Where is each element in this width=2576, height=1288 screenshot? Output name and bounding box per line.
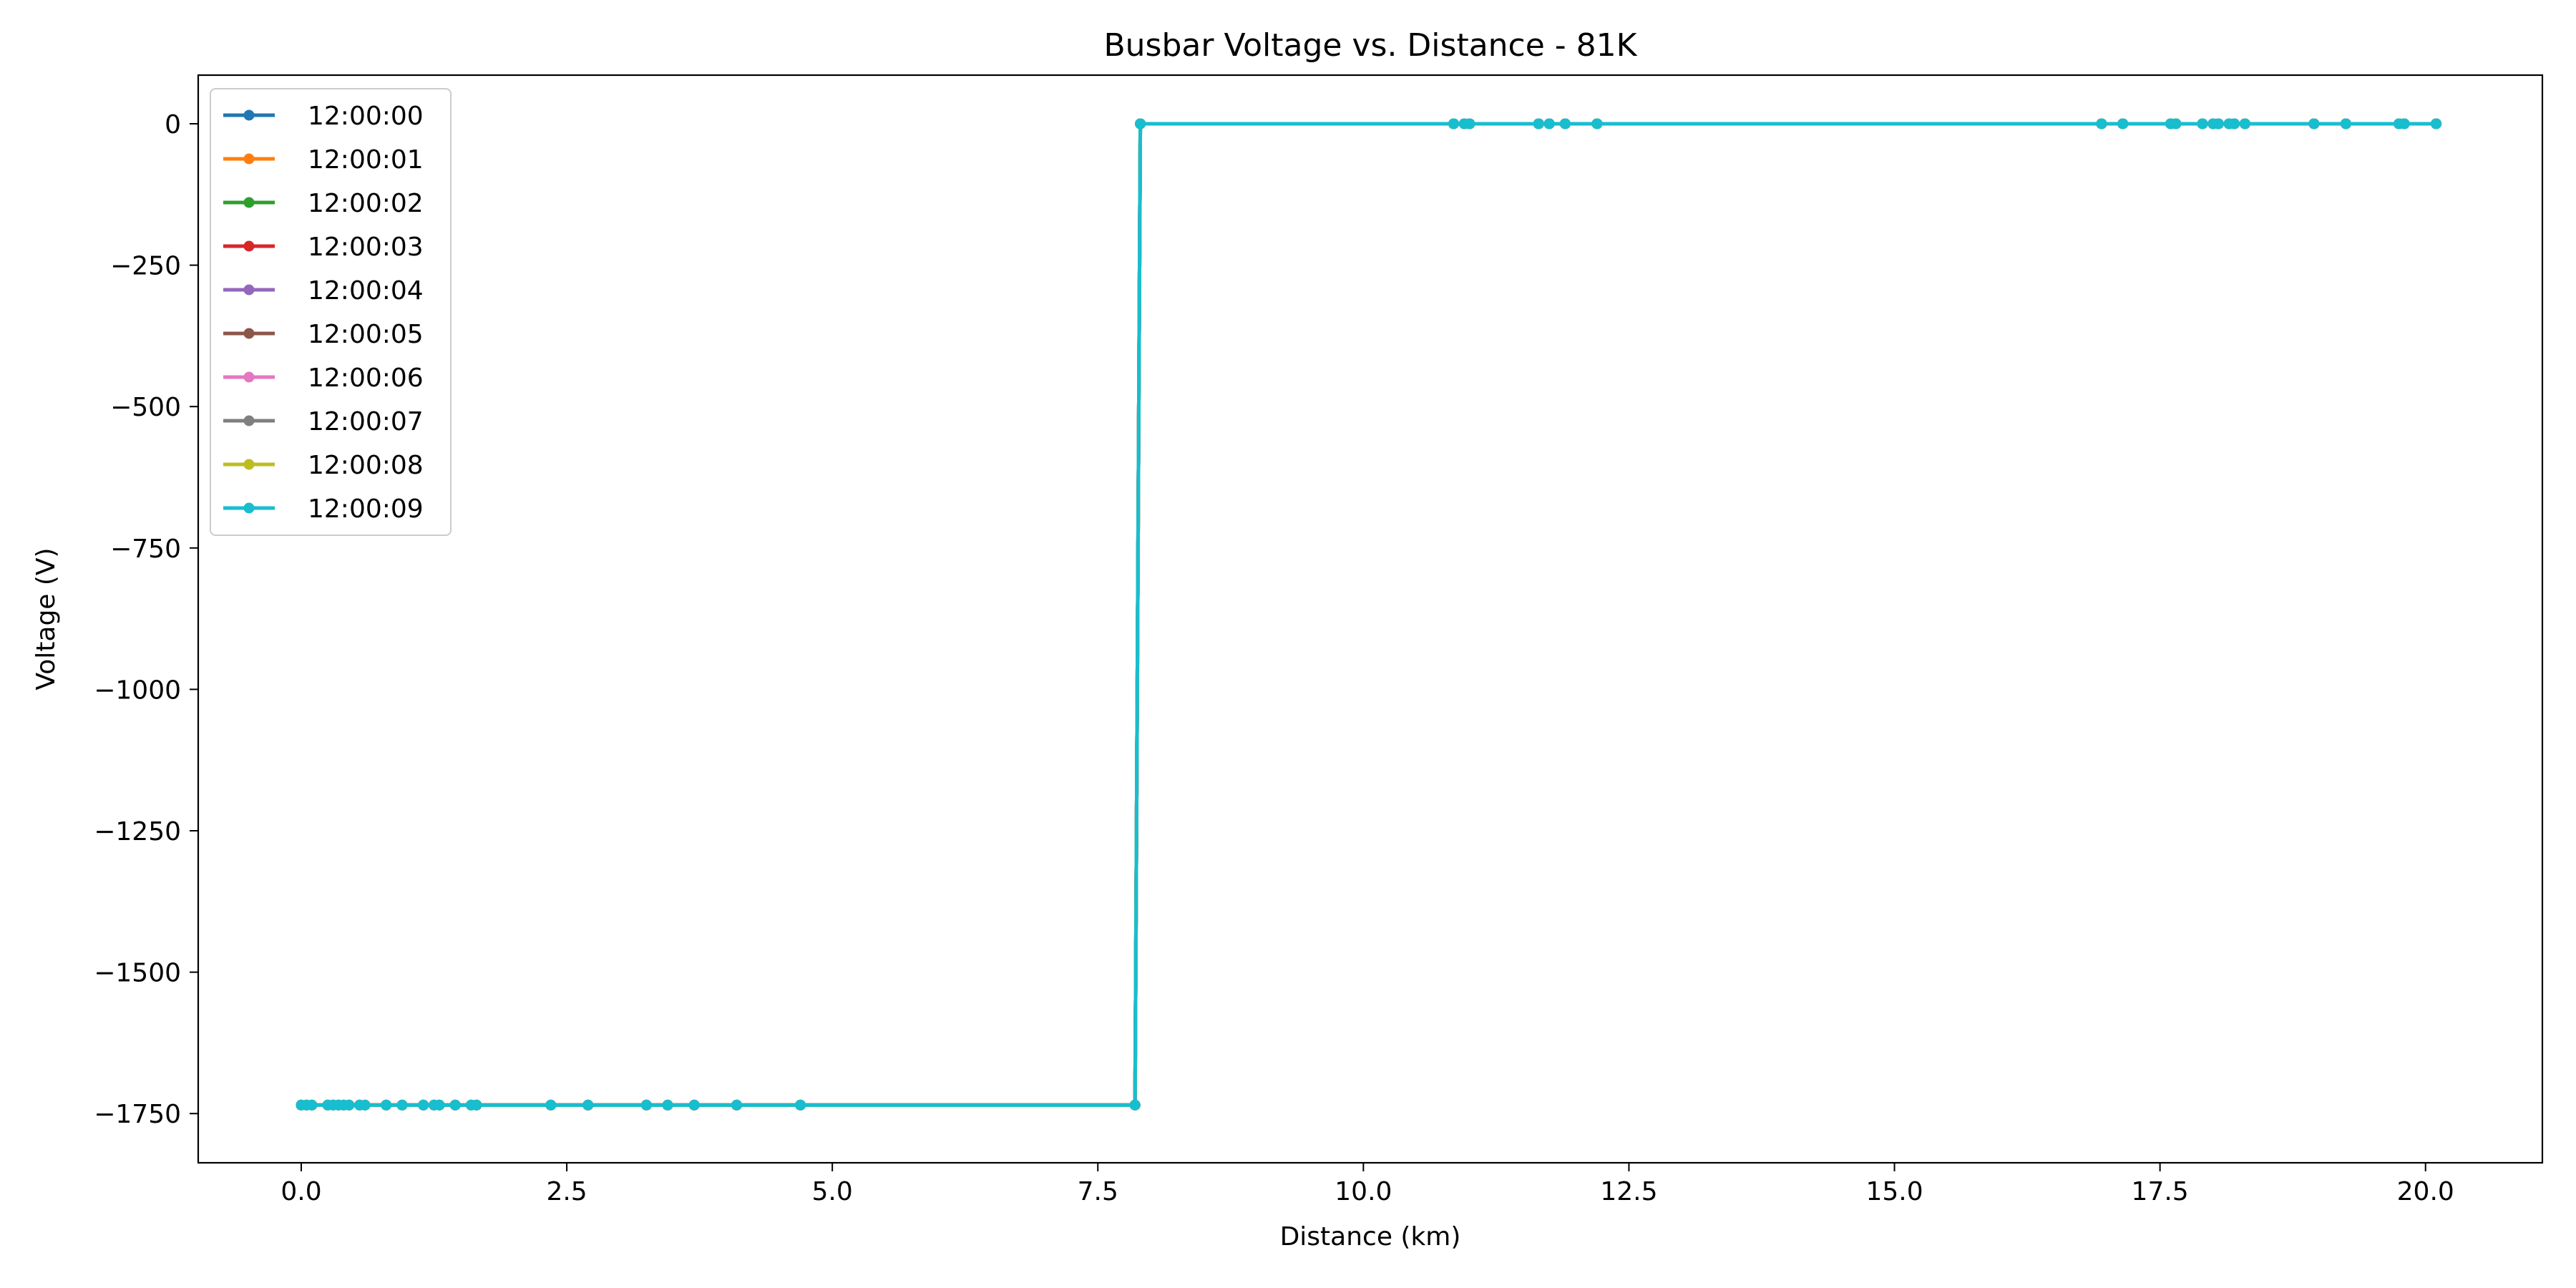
data-point xyxy=(2117,118,2129,130)
legend-label: 12:00:01 xyxy=(308,145,424,175)
plot-area xyxy=(197,74,2544,1164)
y-axis-label: Voltage (V) xyxy=(31,547,61,690)
legend-swatch-marker xyxy=(243,459,255,470)
legend-swatch-marker xyxy=(243,371,255,383)
data-point xyxy=(359,1099,371,1111)
legend-swatch-marker xyxy=(243,284,255,296)
legend-label: 12:00:03 xyxy=(308,233,424,262)
data-point xyxy=(1533,118,1544,130)
data-point xyxy=(640,1099,652,1111)
y-tick-label: −1750 xyxy=(94,1100,181,1129)
y-tick-label: −1500 xyxy=(94,959,181,988)
legend-swatch-marker xyxy=(243,328,255,339)
legend-label: 12:00:07 xyxy=(308,407,424,436)
data-point xyxy=(1129,1099,1141,1111)
data-point xyxy=(795,1099,806,1111)
data-point xyxy=(1448,118,1460,130)
legend-swatch-marker xyxy=(243,502,255,514)
y-tick-label: −1000 xyxy=(94,675,181,705)
data-point xyxy=(731,1099,743,1111)
legend-swatch-marker xyxy=(243,240,255,252)
legend-label: 12:00:02 xyxy=(308,189,424,218)
data-point xyxy=(306,1099,318,1111)
legend-item: 12:00:06 xyxy=(223,364,424,393)
data-point xyxy=(2170,118,2182,130)
legend: 12:00:00 12:00:01 12:00:02 12:00:03 12:00:04… xyxy=(210,88,452,536)
data-point xyxy=(662,1099,673,1111)
legend-swatch-marker xyxy=(243,197,255,208)
chart-title: Busbar Voltage vs. Distance - 81K xyxy=(1103,27,1637,64)
data-point xyxy=(434,1099,445,1111)
y-tick-label: −500 xyxy=(110,393,181,422)
x-axis-label: Distance (km) xyxy=(1280,1222,1461,1252)
data-point xyxy=(582,1099,594,1111)
data-point xyxy=(418,1099,429,1111)
data-point xyxy=(1559,118,1571,130)
legend-swatch-marker xyxy=(243,109,255,121)
legend-item: 12:00:01 xyxy=(223,145,424,175)
data-point xyxy=(2239,118,2250,130)
legend-box xyxy=(210,88,452,536)
y-tick-label: −1250 xyxy=(94,817,181,847)
y-tick-label: −250 xyxy=(110,252,181,281)
x-tick-label: 12.5 xyxy=(1600,1177,1657,1206)
data-point xyxy=(2096,118,2107,130)
x-tick-label: 15.0 xyxy=(1865,1177,1923,1206)
data-point xyxy=(545,1099,557,1111)
data-point xyxy=(1543,118,1555,130)
legend-label: 12:00:09 xyxy=(308,494,424,524)
x-tick-label: 20.0 xyxy=(2397,1177,2454,1206)
x-tick-label: 17.5 xyxy=(2132,1177,2189,1206)
legend-item: 12:00:09 xyxy=(223,494,424,524)
data-point xyxy=(2431,118,2442,130)
legend-item: 12:00:02 xyxy=(223,189,424,218)
plot-frame xyxy=(197,74,2544,1164)
y-tick-label: 0 xyxy=(165,110,181,140)
legend-item: 12:00:07 xyxy=(223,407,424,436)
data-point xyxy=(471,1099,482,1111)
series-9 xyxy=(296,118,2442,1111)
legend-label: 12:00:00 xyxy=(308,102,424,131)
data-point xyxy=(343,1099,355,1111)
data-point xyxy=(2229,118,2240,130)
data-point xyxy=(381,1099,392,1111)
data-point xyxy=(449,1099,461,1111)
x-tick-label: 2.5 xyxy=(546,1177,587,1206)
x-tick-label: 10.0 xyxy=(1335,1177,1392,1206)
data-point xyxy=(2197,118,2208,130)
data-point xyxy=(688,1099,700,1111)
legend-item: 12:00:00 xyxy=(223,102,424,131)
data-point xyxy=(2340,118,2351,130)
data-point xyxy=(396,1099,408,1111)
legend-item: 12:00:05 xyxy=(223,320,424,349)
data-point xyxy=(1591,118,1603,130)
legend-item: 12:00:04 xyxy=(223,276,424,306)
legend-label: 12:00:04 xyxy=(308,276,424,306)
y-tick-label: −750 xyxy=(110,535,181,564)
data-point xyxy=(2212,118,2224,130)
x-axis: 0.0 2.5 5.0 7.5 10.0 12.5 15.0 17.5 20.0 xyxy=(280,1163,2454,1206)
legend-swatch-marker xyxy=(243,153,255,165)
x-tick-label: 0.0 xyxy=(280,1177,321,1206)
legend-label: 12:00:06 xyxy=(308,364,424,393)
legend-label: 12:00:05 xyxy=(308,320,424,349)
legend-swatch-marker xyxy=(243,415,255,426)
x-tick-label: 5.0 xyxy=(812,1177,853,1206)
legend-label: 12:00:08 xyxy=(308,451,424,480)
legend-item: 12:00:08 xyxy=(223,451,424,480)
y-axis: 0 −250 −500 −750 −1000 −1250 −1500 −1750 xyxy=(94,110,198,1129)
data-point xyxy=(2308,118,2320,130)
data-point xyxy=(1135,118,1146,130)
data-point xyxy=(1464,118,1475,130)
legend-item: 12:00:03 xyxy=(223,233,424,262)
x-tick-label: 7.5 xyxy=(1078,1177,1118,1206)
data-point xyxy=(2399,118,2410,130)
